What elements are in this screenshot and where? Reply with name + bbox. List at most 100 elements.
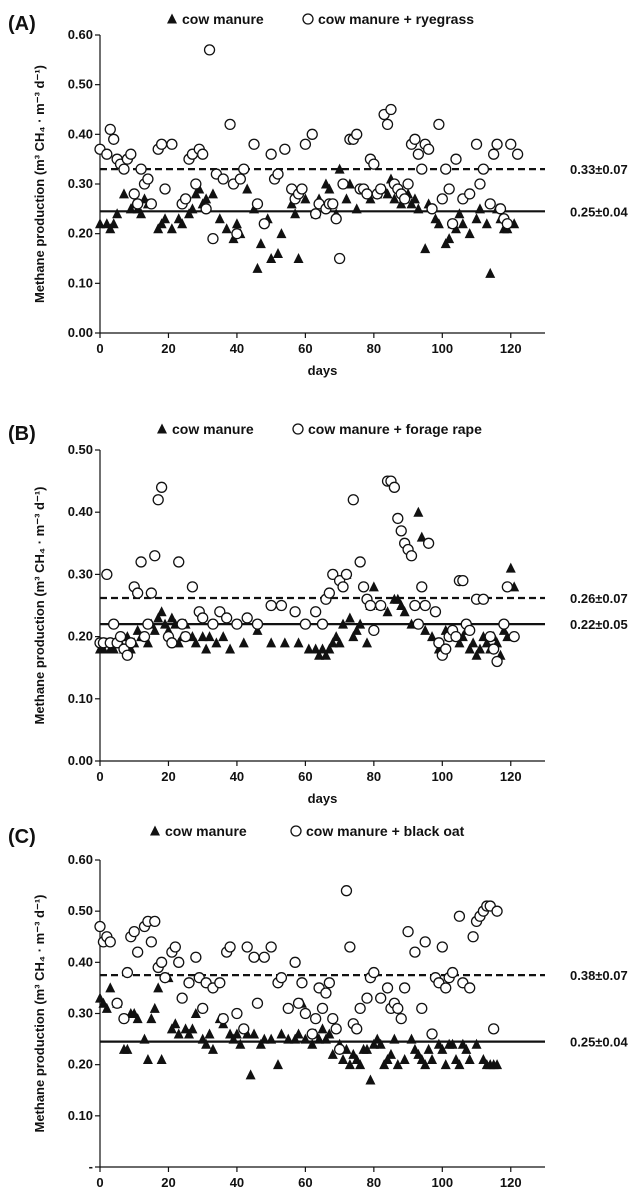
data-point-circle bbox=[275, 972, 288, 984]
data-point-triangle bbox=[320, 1033, 331, 1044]
mean-label: 0.33±0.07 bbox=[570, 162, 628, 177]
data-point-triangle bbox=[310, 643, 321, 654]
data-point-triangle bbox=[317, 1023, 328, 1034]
data-point-triangle bbox=[105, 982, 116, 993]
data-point-circle bbox=[108, 133, 120, 145]
x-tick-label: 40 bbox=[230, 341, 244, 356]
data-point-triangle bbox=[249, 1028, 260, 1039]
y-tick-label: 0.00 bbox=[68, 753, 93, 768]
x-tick-label: 60 bbox=[298, 1175, 312, 1190]
data-point-circle bbox=[395, 1012, 407, 1025]
data-point-circle bbox=[299, 138, 312, 150]
data-point-triangle bbox=[375, 1038, 386, 1049]
data-point-circle bbox=[138, 630, 151, 643]
chart-panel: (B) cow manure cow manure + forage rape 0.0… bbox=[8, 421, 628, 806]
data-point-circle bbox=[224, 941, 236, 953]
data-point-circle bbox=[145, 587, 157, 599]
data-point-circle bbox=[135, 556, 147, 568]
data-point-triangle bbox=[365, 1074, 376, 1085]
data-point-circle bbox=[135, 163, 147, 175]
panel-label: (A) bbox=[8, 13, 36, 35]
legend-marker-triangle bbox=[157, 423, 167, 434]
data-point-circle bbox=[125, 148, 137, 160]
data-point-circle bbox=[299, 618, 312, 630]
data-point-circle bbox=[149, 915, 161, 928]
data-point-circle bbox=[426, 203, 438, 215]
data-point-circle bbox=[265, 148, 277, 160]
data-point-circle bbox=[344, 941, 356, 953]
data-point-circle bbox=[488, 148, 500, 160]
data-point-triangle bbox=[98, 643, 109, 654]
data-point-triangle bbox=[392, 1059, 403, 1070]
data-point-circle bbox=[217, 173, 229, 185]
x-tick-label: 120 bbox=[500, 341, 522, 356]
data-point-triangle bbox=[149, 1002, 160, 1013]
data-point-triangle bbox=[433, 218, 444, 229]
x-tick-label: 20 bbox=[161, 769, 175, 784]
data-point-triangle bbox=[279, 637, 290, 648]
data-point-triangle bbox=[427, 1054, 438, 1065]
data-point-triangle bbox=[95, 218, 105, 229]
data-point-circle bbox=[392, 1002, 404, 1015]
data-point-triangle bbox=[207, 188, 218, 199]
data-point-triangle bbox=[444, 233, 455, 244]
data-point-circle bbox=[121, 966, 134, 979]
data-point-triangle bbox=[334, 163, 345, 174]
data-point-circle bbox=[289, 606, 301, 618]
legend-marker-circle bbox=[290, 825, 302, 837]
data-point-triangle bbox=[399, 606, 410, 617]
data-point-triangle bbox=[392, 593, 403, 604]
data-point-triangle bbox=[142, 637, 153, 648]
data-point-circle bbox=[422, 143, 435, 155]
data-point-circle bbox=[114, 630, 127, 643]
data-point-triangle bbox=[334, 637, 345, 648]
data-point-circle bbox=[361, 188, 373, 200]
data-point-triangle bbox=[173, 1028, 184, 1039]
data-point-triangle bbox=[214, 213, 225, 224]
data-point-triangle bbox=[368, 1038, 379, 1049]
data-point-triangle bbox=[273, 248, 283, 259]
y-tick-label: 0.30 bbox=[68, 566, 93, 581]
y-tick-label: 0.40 bbox=[68, 126, 93, 141]
data-point-circle bbox=[251, 618, 264, 630]
data-point-circle bbox=[409, 599, 421, 612]
data-point-circle bbox=[416, 163, 428, 175]
x-tick-label: 0 bbox=[96, 769, 103, 784]
data-point-triangle bbox=[344, 1059, 355, 1070]
data-point-circle bbox=[488, 643, 500, 655]
data-point-circle bbox=[108, 618, 120, 630]
x-tick-label: 60 bbox=[298, 341, 312, 356]
x-axis-title: days bbox=[308, 791, 338, 806]
data-point-circle bbox=[306, 128, 318, 140]
data-point-circle bbox=[155, 481, 168, 493]
data-point-circle bbox=[491, 905, 503, 917]
data-point-triangle bbox=[351, 624, 362, 635]
data-point-circle bbox=[186, 581, 199, 593]
data-point-triangle bbox=[338, 1054, 349, 1065]
data-point-circle bbox=[470, 138, 483, 150]
data-point-triangle bbox=[252, 262, 263, 273]
data-point-circle bbox=[292, 997, 305, 1009]
y-tick-label: 0.50 bbox=[68, 77, 93, 92]
data-point-triangle bbox=[331, 631, 342, 642]
data-point-triangle bbox=[146, 1013, 157, 1024]
data-point-circle bbox=[395, 525, 407, 537]
data-point-triangle bbox=[259, 1033, 270, 1044]
data-point-triangle bbox=[454, 1059, 465, 1070]
data-point-circle bbox=[265, 599, 277, 612]
data-point-triangle bbox=[293, 253, 304, 263]
x-tick-label: 100 bbox=[431, 341, 453, 356]
data-point-triangle bbox=[324, 643, 335, 654]
x-tick-label: 60 bbox=[298, 769, 312, 784]
data-point-circle bbox=[179, 630, 192, 643]
data-point-triangle bbox=[382, 606, 393, 617]
data-point-circle bbox=[443, 183, 455, 195]
legend-marker-circle bbox=[292, 423, 304, 435]
data-point-triangle bbox=[355, 618, 366, 629]
data-point-triangle bbox=[293, 1028, 304, 1039]
data-point-triangle bbox=[190, 637, 201, 648]
data-point-triangle bbox=[307, 1038, 318, 1049]
data-point-circle bbox=[340, 885, 353, 897]
data-point-circle bbox=[494, 203, 507, 215]
y-tick-label: 0.20 bbox=[68, 1057, 93, 1072]
